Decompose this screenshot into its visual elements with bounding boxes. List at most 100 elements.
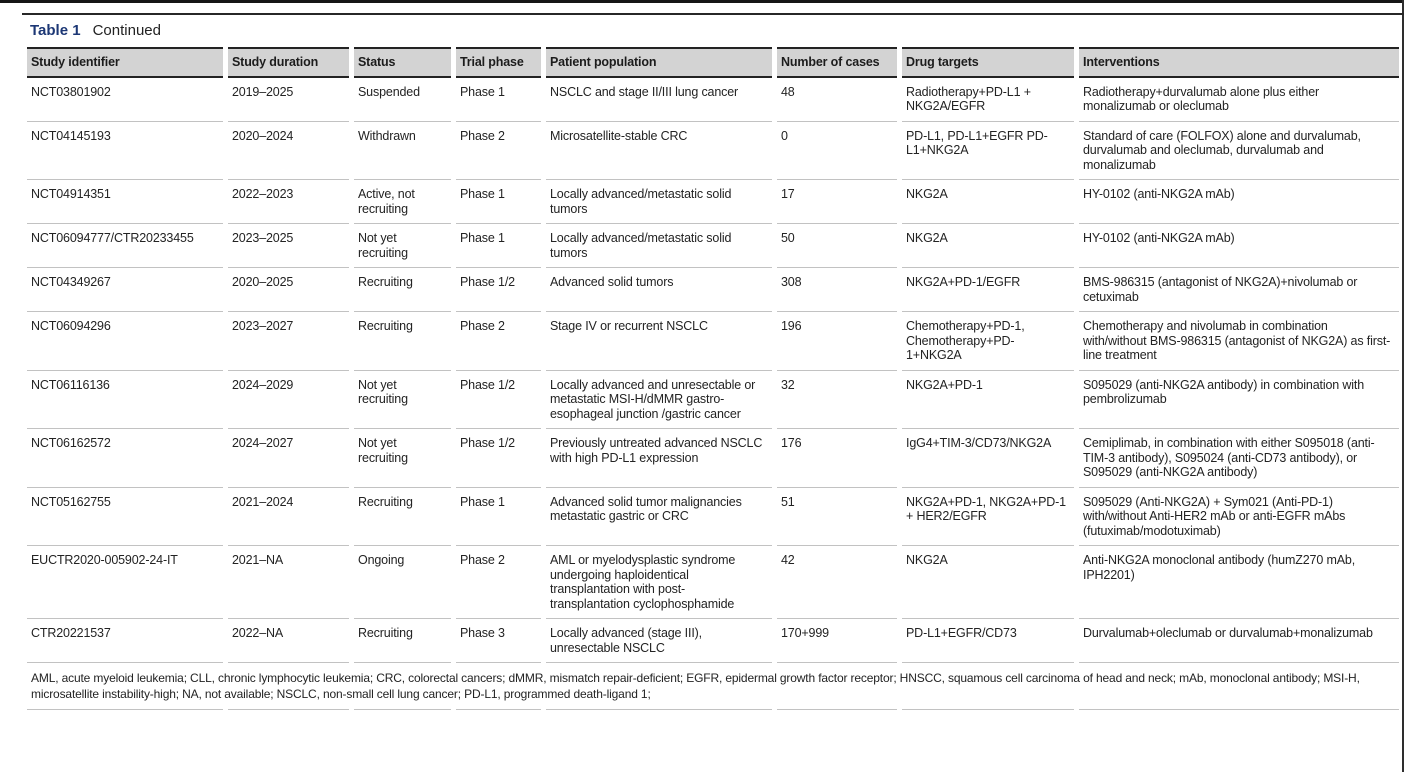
cell-study-duration: 2020–2025 (228, 268, 349, 312)
cell-trial-phase: Phase 2 (456, 312, 541, 371)
cell-status: Withdrawn (354, 122, 451, 180)
cell-interventions: HY-0102 (anti-NKG2A mAb) (1079, 180, 1399, 224)
col-header-study-duration: Study duration (228, 47, 349, 78)
cell-status: Recruiting (354, 312, 451, 371)
cell-interventions: Durvalumab+oleclumab or durvalumab+monal… (1079, 619, 1399, 663)
bottom-rule-segment (902, 709, 1074, 711)
cell-status: Not yet recruiting (354, 429, 451, 488)
table-row: NCT04914351 2022–2023 Active, not recrui… (27, 180, 1399, 224)
cell-interventions: Chemotherapy and nivolumab in combinatio… (1079, 312, 1399, 371)
cell-drug-targets: NKG2A+PD-1/EGFR (902, 268, 1074, 312)
col-header-study-identifier: Study identifier (27, 47, 223, 78)
col-header-patient-population: Patient population (546, 47, 772, 78)
cell-patient-population: NSCLC and stage II/III lung cancer (546, 78, 772, 122)
cell-trial-phase: Phase 2 (456, 122, 541, 180)
cell-study-identifier: NCT05162755 (27, 488, 223, 546)
cell-trial-phase: Phase 1/2 (456, 371, 541, 429)
table-footer: AML, acute myeloid leukemia; CLL, chroni… (27, 663, 1399, 711)
cell-study-identifier: NCT06094777/CTR20233455 (27, 224, 223, 268)
bottom-rule-segment (27, 709, 223, 711)
cell-interventions: Anti-NKG2A monoclonal antibody (humZ270 … (1079, 546, 1399, 619)
cell-number-of-cases: 176 (777, 429, 897, 488)
cell-study-duration: 2023–2025 (228, 224, 349, 268)
table-row: NCT06094777/CTR20233455 2023–2025 Not ye… (27, 224, 1399, 268)
cell-interventions: Standard of care (FOLFOX) alone and durv… (1079, 122, 1399, 180)
cell-study-identifier: NCT06162572 (27, 429, 223, 488)
cell-study-duration: 2020–2024 (228, 122, 349, 180)
cell-interventions: Cemiplimab, in combination with either S… (1079, 429, 1399, 488)
cell-drug-targets: NKG2A+PD-1, NKG2A+PD-1 + HER2/EGFR (902, 488, 1074, 546)
bottom-rule-segment (456, 709, 541, 711)
cell-trial-phase: Phase 1/2 (456, 429, 541, 488)
cell-study-identifier: EUCTR2020-005902-24-IT (27, 546, 223, 619)
cell-number-of-cases: 196 (777, 312, 897, 371)
cell-interventions: Radiotherapy+durvalumab alone plus eithe… (1079, 78, 1399, 122)
table-row: NCT06094296 2023–2027 Recruiting Phase 2… (27, 312, 1399, 371)
cell-trial-phase: Phase 1 (456, 224, 541, 268)
cell-study-duration: 2024–2029 (228, 371, 349, 429)
table-caption-label: Table 1 (30, 22, 81, 39)
cell-trial-phase: Phase 1/2 (456, 268, 541, 312)
cell-status: Suspended (354, 78, 451, 122)
table-row: NCT03801902 2019–2025 Suspended Phase 1 … (27, 78, 1399, 122)
cell-number-of-cases: 17 (777, 180, 897, 224)
cell-patient-population: Microsatellite-stable CRC (546, 122, 772, 180)
cell-drug-targets: Radiotherapy+PD-L1 + NKG2A/EGFR (902, 78, 1074, 122)
table-body: NCT03801902 2019–2025 Suspended Phase 1 … (27, 78, 1399, 663)
cell-status: Not yet recruiting (354, 224, 451, 268)
cell-drug-targets: Chemotherapy+PD-1, Chemotherapy+PD-1+NKG… (902, 312, 1074, 371)
table-row: EUCTR2020-005902-24-IT 2021–NA Ongoing P… (27, 546, 1399, 619)
cell-study-duration: 2021–NA (228, 546, 349, 619)
cell-number-of-cases: 48 (777, 78, 897, 122)
cell-drug-targets: NKG2A (902, 180, 1074, 224)
cell-study-identifier: NCT06116136 (27, 371, 223, 429)
clinical-trials-table: Study identifier Study duration Status T… (22, 47, 1404, 711)
cell-status: Active, not recruiting (354, 180, 451, 224)
cell-trial-phase: Phase 1 (456, 180, 541, 224)
cell-study-identifier: NCT04914351 (27, 180, 223, 224)
cell-patient-population: Locally advanced and unresectable or met… (546, 371, 772, 429)
table-row: NCT06162572 2024–2027 Not yet recruiting… (27, 429, 1399, 488)
table-caption-continued: Continued (92, 22, 161, 39)
cell-interventions: S095029 (Anti-NKG2A) + Sym021 (Anti-PD-1… (1079, 488, 1399, 546)
col-header-status: Status (354, 47, 451, 78)
table-caption: Table 1 Continued (22, 13, 1404, 47)
cell-interventions: S095029 (anti-NKG2A antibody) in combina… (1079, 371, 1399, 429)
bottom-rule-row (27, 709, 1399, 711)
bottom-rule-segment (354, 709, 451, 711)
cell-trial-phase: Phase 2 (456, 546, 541, 619)
cell-patient-population: Locally advanced/metastatic solid tumors (546, 224, 772, 268)
cell-study-identifier: CTR20221537 (27, 619, 223, 663)
cell-study-duration: 2021–2024 (228, 488, 349, 546)
table-row: NCT04349267 2020–2025 Recruiting Phase 1… (27, 268, 1399, 312)
cell-patient-population: Locally advanced (stage III), unresectab… (546, 619, 772, 663)
cell-study-identifier: NCT04349267 (27, 268, 223, 312)
cell-drug-targets: NKG2A (902, 224, 1074, 268)
cell-interventions: BMS-986315 (antagonist of NKG2A)+nivolum… (1079, 268, 1399, 312)
footnote-row: AML, acute myeloid leukemia; CLL, chroni… (27, 663, 1399, 709)
table-row: NCT06116136 2024–2029 Not yet recruiting… (27, 371, 1399, 429)
cell-patient-population: Advanced solid tumors (546, 268, 772, 312)
cell-interventions: HY-0102 (anti-NKG2A mAb) (1079, 224, 1399, 268)
bottom-rule-segment (1079, 709, 1399, 711)
cell-study-duration: 2022–NA (228, 619, 349, 663)
cell-drug-targets: PD-L1, PD-L1+EGFR PD-L1+NKG2A (902, 122, 1074, 180)
col-header-drug-targets: Drug targets (902, 47, 1074, 78)
table-row: NCT04145193 2020–2024 Withdrawn Phase 2 … (27, 122, 1399, 180)
cell-status: Recruiting (354, 488, 451, 546)
cell-study-duration: 2022–2023 (228, 180, 349, 224)
cell-drug-targets: NKG2A+PD-1 (902, 371, 1074, 429)
page-top-border (0, 0, 1404, 3)
page-right-border (1402, 0, 1404, 772)
cell-number-of-cases: 51 (777, 488, 897, 546)
col-header-interventions: Interventions (1079, 47, 1399, 78)
cell-patient-population: Stage IV or recurrent NSCLC (546, 312, 772, 371)
cell-study-identifier: NCT06094296 (27, 312, 223, 371)
bottom-rule-segment (546, 709, 772, 711)
cell-patient-population: Locally advanced/metastatic solid tumors (546, 180, 772, 224)
cell-trial-phase: Phase 1 (456, 78, 541, 122)
cell-study-duration: 2019–2025 (228, 78, 349, 122)
cell-number-of-cases: 42 (777, 546, 897, 619)
cell-patient-population: AML or myelodysplastic syndrome undergoi… (546, 546, 772, 619)
abbreviations-footnote: AML, acute myeloid leukemia; CLL, chroni… (31, 671, 1360, 702)
